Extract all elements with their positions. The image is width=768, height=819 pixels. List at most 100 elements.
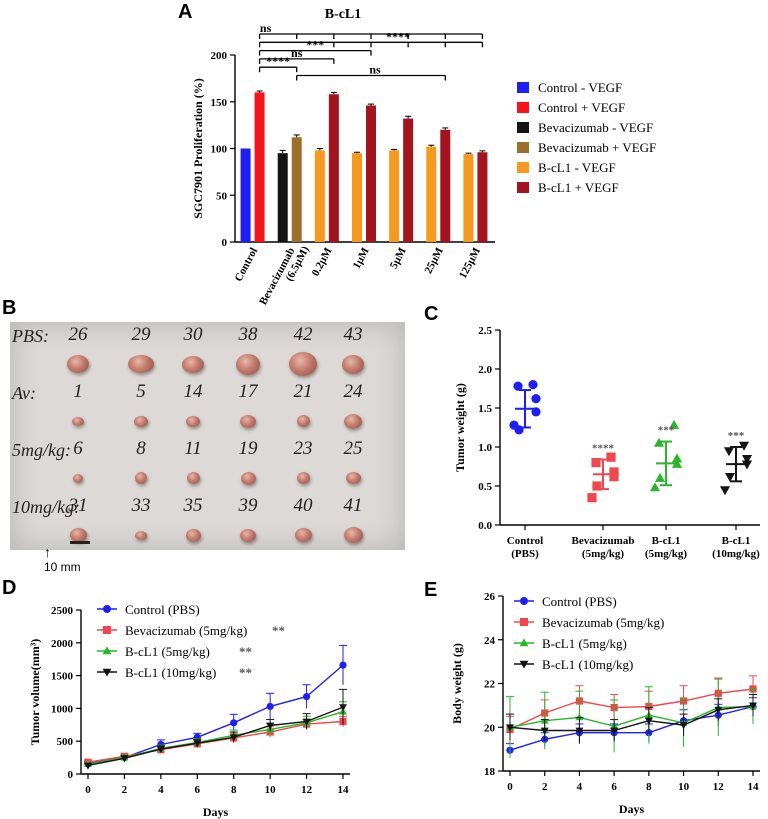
chart-d-y-tick-label: 1000 (51, 703, 74, 715)
tumor-sample (240, 414, 256, 428)
chart-c-sig-label: *** (658, 425, 675, 437)
chart-c-x-tick-sublabel: (5mg/kg) (645, 548, 688, 560)
tumor-number: 14 (183, 381, 203, 402)
chart-d-sig-label: ** (239, 665, 252, 680)
chart-c-point (724, 472, 736, 482)
chart-e-series-line (509, 688, 754, 731)
chart-e-point (506, 724, 514, 732)
panel-letter-c: C (424, 303, 438, 325)
chart-a-sig-label: **** (386, 29, 410, 43)
tumor-sample (72, 416, 84, 426)
chart-d-point (266, 722, 275, 730)
chart-e-x-label: Days (619, 802, 645, 816)
tumor-sample (67, 355, 89, 373)
chart-e-legend-marker (520, 597, 528, 605)
chart-d-point (229, 734, 238, 742)
chart-a-bar-chart: B-cL1 0 50 100 150 200 SGC7901 Proliferation (… (191, 7, 656, 312)
chart-c-point (668, 419, 680, 429)
chart-e-x-tick-label: 4 (577, 781, 583, 793)
chart-a-x-tick-label: 25μM (422, 245, 446, 276)
chart-e-x-tick-label: 10 (678, 781, 690, 793)
tumor-sample (296, 472, 310, 484)
chart-e-legend-marker (519, 660, 529, 669)
chart-a-y-tick-label: 0 (222, 237, 228, 249)
chart-c-point (653, 437, 665, 447)
chart-c-point (528, 380, 538, 390)
photo-row-label: 5mg/kg: (12, 440, 71, 460)
chart-d-y-tick-label: 500 (57, 736, 74, 748)
chart-e-x-tick-label: 0 (507, 781, 513, 793)
photo-row: Av: 1 5 14 17 21 24 (10, 379, 405, 436)
chart-c-point (738, 441, 750, 451)
chart-a-sig-label: ns (260, 21, 272, 35)
chart-e-legend-label: Control (PBS) (542, 594, 617, 609)
tumor-number: 23 (293, 438, 313, 459)
chart-c-y-tick-label: 2.0 (478, 364, 492, 376)
chart-a-bar (477, 152, 488, 242)
chart-c-sig-label: **** (592, 442, 615, 454)
chart-a-x-tick-label: 125μM (457, 245, 483, 280)
photo-row: PBS: 26 29 30 38 42 43 (10, 322, 405, 379)
chart-d-x-tick-label: 2 (122, 784, 128, 796)
tumor-sample (135, 530, 147, 540)
tumor-number: 41 (343, 495, 363, 516)
chart-e-y-label: Body weight (g) (450, 643, 464, 724)
chart-d-sig-label: ** (239, 644, 252, 659)
chart-d-x-tick-label: 4 (158, 784, 164, 796)
chart-e-y-tick-label: 22 (484, 679, 496, 691)
chart-a-x-tick-label: 0.2μM (310, 245, 335, 278)
chart-a-x-tick-label: Bevacizumab(6.5μM) (257, 238, 312, 312)
tumor-sample (182, 355, 204, 373)
chart-e-point (610, 727, 619, 735)
chart-c-x-tick-label: Control (507, 535, 543, 547)
chart-c-point (587, 493, 597, 503)
chart-d-point (302, 692, 311, 701)
chart-a-x-tick-label: 5μM (388, 245, 409, 271)
tumor-photo: PBS: 26 29 30 38 42 43 Av: 1 5 14 17 21 24 5mg/kg: 6 8 11… (10, 322, 405, 550)
chart-e-y-tick-label: 20 (484, 722, 496, 734)
chart-a-x-tick-label: 1μM (351, 245, 372, 271)
tumor-sample (134, 415, 148, 427)
chart-d-legend-label: Control (PBS) (125, 602, 200, 617)
chart-c-point (671, 453, 683, 463)
chart-c-point (592, 481, 602, 491)
chart-c-sig-label: *** (728, 430, 745, 442)
chart-a-bar (440, 129, 451, 242)
chart-d-point (230, 719, 238, 727)
chart-e-x-tick-label: 2 (542, 781, 548, 793)
tumor-number: 33 (131, 495, 151, 516)
chart-c-y-tick-label: 2.5 (478, 325, 492, 337)
panel-letter-b: B (2, 297, 16, 319)
chart-a-legend-label: Control + VEGF (538, 100, 625, 115)
chart-d-legend-label: Bevacizumab (5mg/kg) (125, 623, 247, 638)
chart-d-point (120, 755, 129, 763)
chart-c-y-label: Tumor weight (g) (453, 383, 467, 472)
chart-c-point (654, 472, 666, 482)
chart-a-bar (463, 154, 474, 242)
chart-a-y-tick-label: 200 (211, 50, 228, 62)
chart-e-legend-label: B-cL1 (5mg/kg) (542, 636, 627, 651)
chart-c-y-tick-label: 0.5 (478, 481, 492, 493)
tumor-sample (186, 472, 200, 484)
chart-d-legend-marker (103, 626, 111, 634)
tumor-sample (185, 528, 201, 542)
panel-letter-a: A (178, 1, 192, 23)
chart-d-legend-marker (102, 646, 112, 655)
chart-d-y-tick-label: 2000 (51, 638, 74, 650)
tumor-number: 31 (68, 495, 88, 516)
chart-d-y-tick-label: 0 (68, 769, 74, 781)
chart-d-legend-marker (102, 668, 112, 677)
photo-scale-bar (70, 541, 90, 544)
tumor-sample (73, 473, 83, 483)
chart-a-x-tick-label-line: 5μM (388, 245, 409, 271)
chart-c-point (741, 455, 753, 464)
photo-row-label: 10mg/kg: (12, 497, 80, 517)
chart-e-point (644, 717, 653, 725)
chart-c-x-tick-label: Bevacizumab (572, 535, 635, 547)
chart-a-bar (291, 137, 302, 242)
chart-e-y-tick-label: 24 (484, 635, 496, 647)
tumor-number: 17 (238, 381, 258, 402)
chart-a-bar (403, 118, 414, 242)
chart-e-series-line (509, 705, 754, 728)
